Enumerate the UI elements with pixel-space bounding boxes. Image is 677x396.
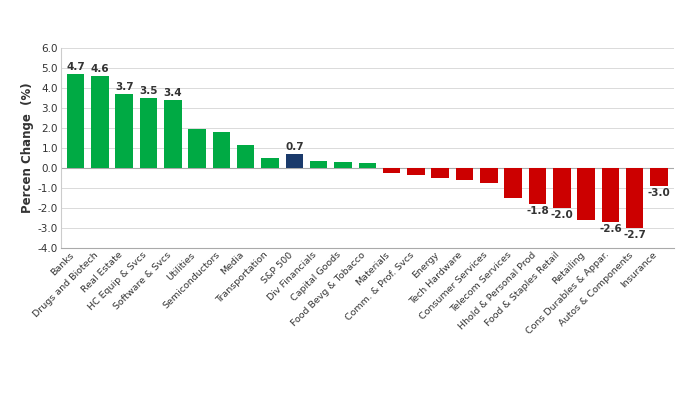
Bar (213, 131, 230, 168)
Text: 3.4: 3.4 (163, 88, 182, 97)
Bar (602, 168, 619, 221)
Bar (334, 162, 352, 168)
Bar (504, 168, 522, 198)
Bar (164, 99, 181, 168)
Bar (188, 129, 206, 168)
Text: -3.0: -3.0 (648, 188, 670, 198)
Bar (480, 168, 498, 183)
Y-axis label: Percen Change  (%): Percen Change (%) (21, 82, 34, 213)
Bar (651, 168, 668, 185)
Text: -2.7: -2.7 (624, 230, 646, 240)
Text: S&P 500 Intraday Group Performance Post FOMC Statement: 12/18 - 1/29/14: S&P 500 Intraday Group Performance Post … (22, 13, 655, 28)
Bar (456, 168, 473, 180)
Text: 3.5: 3.5 (139, 86, 158, 95)
Text: 4.7: 4.7 (66, 61, 85, 72)
Bar (91, 76, 108, 168)
Bar (577, 168, 595, 219)
Bar (431, 168, 449, 177)
Bar (310, 160, 328, 168)
Text: -2.6: -2.6 (599, 224, 621, 234)
Bar (626, 168, 643, 227)
Text: 0.7: 0.7 (285, 141, 304, 152)
Bar (383, 168, 400, 173)
Bar (237, 145, 255, 168)
Bar (553, 168, 571, 208)
Bar (407, 168, 424, 175)
Bar (139, 97, 157, 168)
Text: 4.6: 4.6 (91, 63, 109, 74)
Text: 3.7: 3.7 (115, 82, 133, 91)
Bar (67, 74, 84, 168)
Bar (529, 168, 546, 204)
Bar (261, 158, 279, 168)
Text: -2.0: -2.0 (550, 210, 573, 220)
Bar (359, 162, 376, 168)
Bar (115, 93, 133, 168)
Text: -1.8: -1.8 (526, 206, 549, 216)
Bar (286, 154, 303, 168)
